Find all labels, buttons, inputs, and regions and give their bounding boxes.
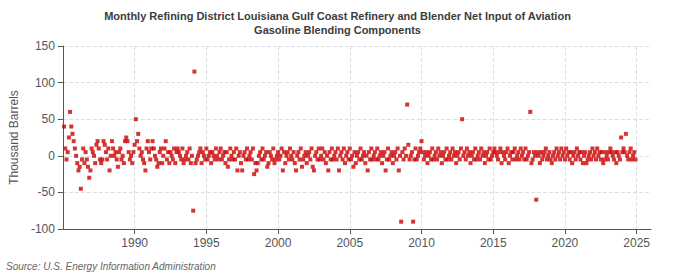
svg-text:2025: 2025 <box>623 236 650 250</box>
svg-text:1995: 1995 <box>193 236 220 250</box>
svg-text:2005: 2005 <box>336 236 363 250</box>
svg-text:50: 50 <box>42 112 56 126</box>
svg-text:-50: -50 <box>38 185 56 199</box>
svg-text:1990: 1990 <box>121 236 148 250</box>
svg-text:Monthly Refining District Loui: Monthly Refining District Louisiana Gulf… <box>104 10 571 22</box>
svg-text:2000: 2000 <box>265 236 292 250</box>
svg-text:Gasoline Blending Components: Gasoline Blending Components <box>254 24 421 36</box>
svg-text:100: 100 <box>35 76 55 90</box>
svg-text:-100: -100 <box>31 222 55 236</box>
svg-text:0: 0 <box>48 149 55 163</box>
svg-text:2020: 2020 <box>552 236 579 250</box>
svg-text:150: 150 <box>35 39 55 53</box>
svg-text:2010: 2010 <box>408 236 435 250</box>
svg-text:Source: U.S. Energy Informatio: Source: U.S. Energy Information Administ… <box>6 261 216 272</box>
svg-text:2015: 2015 <box>480 236 507 250</box>
svg-text:Thousand Barrels: Thousand Barrels <box>7 90 21 185</box>
